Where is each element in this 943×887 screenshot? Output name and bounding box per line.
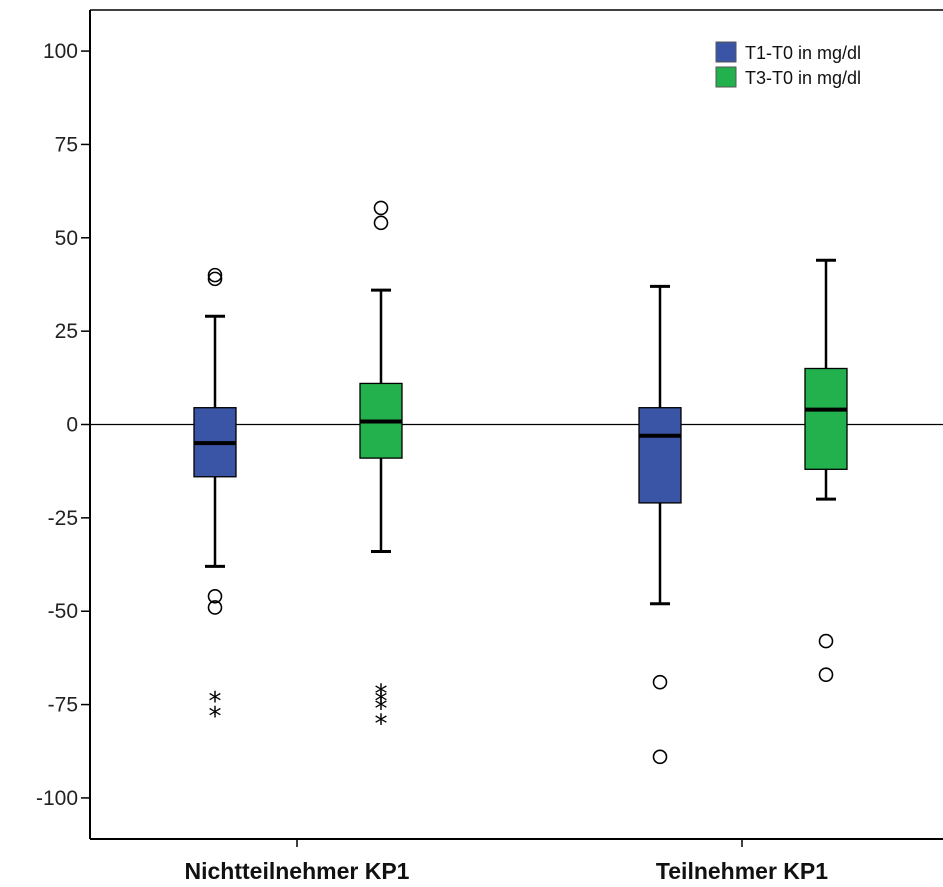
outlier-point — [373, 215, 389, 231]
extreme-point: * — [375, 687, 388, 717]
y-tick-label: -50 — [48, 600, 78, 623]
legend-swatch — [715, 41, 737, 63]
box-group: ** — [193, 267, 237, 732]
outlier-point — [652, 749, 668, 765]
outlier-point — [207, 600, 223, 615]
y-tick-label: -75 — [48, 694, 78, 717]
y-tick-label: 50 — [55, 227, 78, 250]
box-group — [638, 284, 682, 765]
outlier-point — [207, 267, 223, 283]
extreme-point: * — [209, 687, 222, 717]
outlier-point — [373, 200, 389, 216]
legend-swatch — [715, 66, 737, 88]
y-tick-label: 100 — [43, 40, 78, 63]
y-tick-label: -100 — [36, 787, 78, 810]
y-tick-label: 25 — [55, 320, 78, 343]
legend-label: T1-T0 in mg/dl — [745, 43, 861, 63]
y-tick-label: -25 — [48, 507, 78, 530]
y-tick-label: 0 — [66, 414, 78, 437]
outlier-point — [818, 633, 834, 649]
box-group — [804, 258, 848, 682]
outlier-point — [818, 667, 834, 682]
extreme-point: * — [375, 710, 388, 740]
x-category-label: Teilnehmer KP1 — [656, 858, 828, 884]
legend: T1-T0 in mg/dl T3-T0 in mg/dl — [715, 41, 861, 88]
extreme-point: * — [375, 680, 388, 710]
extreme-point: * — [375, 695, 388, 725]
outlier-point — [207, 588, 223, 604]
outlier-point — [207, 271, 223, 287]
box — [638, 407, 682, 504]
outlier-point — [652, 674, 668, 690]
y-tick-label: 75 — [55, 133, 78, 156]
x-category-label: Nichtteilnehmer KP1 — [185, 858, 410, 884]
box-group: **** — [359, 200, 403, 740]
extreme-point: * — [209, 702, 222, 732]
box — [804, 367, 848, 470]
legend-label: T3-T0 in mg/dl — [745, 68, 861, 88]
